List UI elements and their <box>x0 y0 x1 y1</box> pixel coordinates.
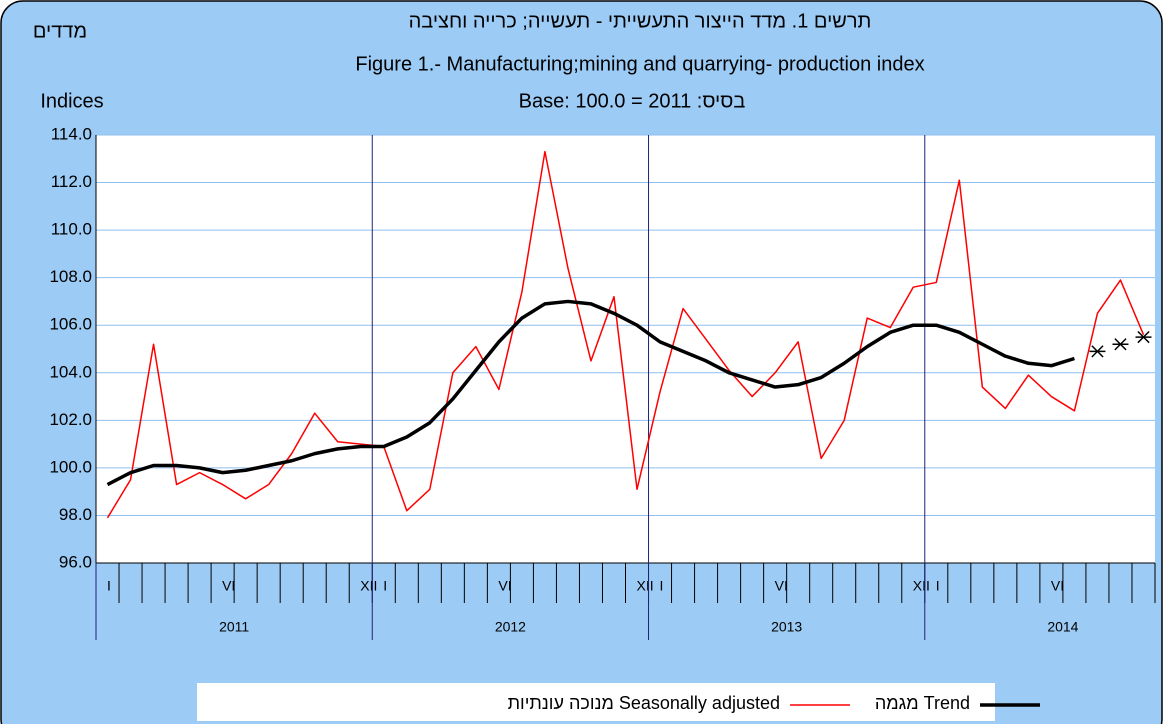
y-tick-label: 102.0 <box>49 410 92 429</box>
chart-title: Figure 1.- Manufacturing;mining and quar… <box>355 53 924 75</box>
y-tick-label: 114.0 <box>51 124 92 143</box>
x-tick-label: XII <box>637 578 654 594</box>
y-tick-label: 100.0 <box>49 457 92 476</box>
y-tick-label: 112.0 <box>51 172 92 191</box>
x-tick-label: VI <box>222 578 235 594</box>
y-tick-label: 98.0 <box>59 505 92 524</box>
legend-label: מגמה Trend <box>875 693 970 713</box>
x-tick-label: XII <box>360 578 377 594</box>
trend-marker <box>1089 345 1106 358</box>
chart-subtitle: Base: 100.0 = 2011 :בסיס <box>519 90 746 112</box>
legend <box>197 683 995 721</box>
y-tick-label: 106.0 <box>49 315 92 334</box>
y-tick-label: 110.0 <box>51 220 92 239</box>
plot-area <box>96 135 1155 563</box>
x-tick-label: I <box>936 578 940 594</box>
x-tick-label: VI <box>498 578 511 594</box>
chart-title-he: תרשים 1. מדד הייצור התעשייתי - תעשייה; כ… <box>409 10 872 32</box>
year-label: 2014 <box>1047 619 1078 635</box>
x-tick-label: XII <box>913 578 930 594</box>
trend-marker <box>1135 330 1152 344</box>
y-tick-label: 108.0 <box>49 267 92 286</box>
legend-label: מנוכה עונתיות Seasonally adjusted <box>508 693 780 713</box>
x-tick-label: I <box>660 578 664 594</box>
x-tick-label: I <box>383 578 387 594</box>
x-tick-label: VI <box>775 578 788 594</box>
year-label: 2013 <box>771 619 802 635</box>
y-tick-label: 104.0 <box>49 362 92 381</box>
year-label: 2012 <box>495 619 526 635</box>
x-tick-label: VI <box>1051 578 1064 594</box>
series-line <box>106 150 1145 519</box>
year-label: 2011 <box>219 619 249 635</box>
y-tick-label: 96.0 <box>59 552 92 571</box>
y-axis-label: Indices <box>40 90 103 112</box>
trend-marker <box>1112 338 1129 351</box>
x-tick-label: I <box>107 578 111 594</box>
series-line <box>106 299 1075 487</box>
y-axis-label-he: מדדים <box>33 20 87 42</box>
